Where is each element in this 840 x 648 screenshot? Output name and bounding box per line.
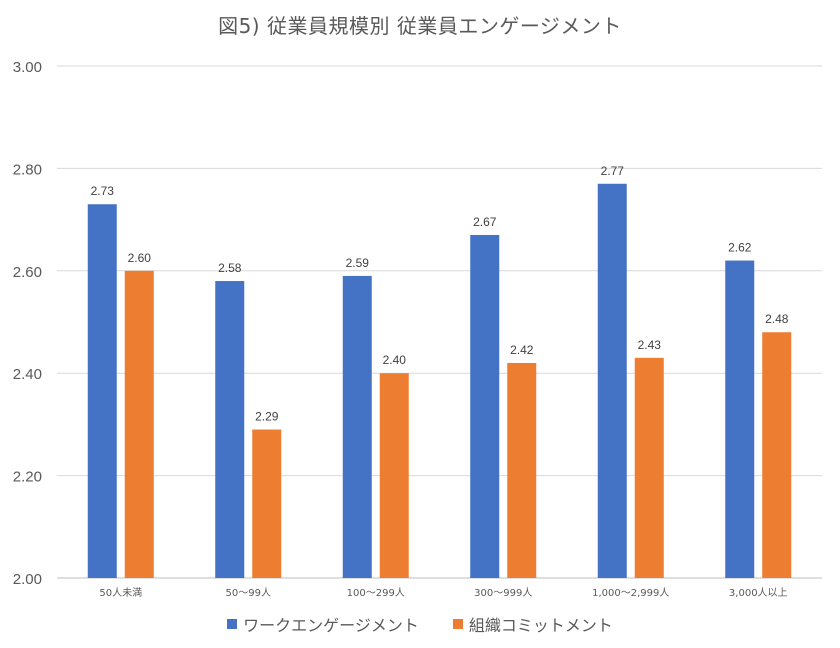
legend-label-org-commitment: 組織コミットメント [468, 616, 613, 635]
x-tick-label: 3,000人以上 [729, 587, 788, 599]
legend-item-work-engagement: ワークエンゲージメント [227, 612, 419, 636]
x-tick-label: 1,000〜2,999人 [592, 587, 669, 599]
bar-org-commitment [507, 362, 537, 578]
data-label: 2.62 [728, 241, 752, 255]
bar-work-engagement [470, 234, 500, 578]
data-label: 2.48 [765, 312, 789, 326]
legend-swatch-work-engagement [227, 619, 238, 629]
legend-swatch-org-commitment [452, 619, 463, 629]
data-label: 2.42 [510, 343, 534, 357]
legend-item-org-commitment: 組織コミットメント [452, 612, 613, 636]
bar-work-engagement [87, 204, 117, 579]
data-label: 2.40 [383, 353, 407, 367]
y-tick-label: 2.20 [13, 469, 42, 486]
x-tick-label: 50〜99人 [226, 587, 271, 599]
x-tick-label: 300〜999人 [474, 587, 532, 599]
data-label: 2.73 [91, 184, 115, 198]
x-tick-label: 50人未満 [99, 587, 142, 599]
data-label: 2.29 [255, 410, 279, 424]
data-label: 2.43 [638, 338, 662, 352]
bar-org-commitment [634, 357, 664, 578]
y-tick-label: 2.60 [13, 264, 42, 281]
bar-work-engagement [597, 183, 627, 578]
bar-org-commitment [379, 373, 409, 578]
y-tick-label: 2.40 [13, 366, 42, 383]
bar-org-commitment [252, 429, 282, 578]
bar-org-commitment [124, 270, 154, 578]
chart-title: 図5) 従業員規模別 従業員エンゲージメント [218, 14, 622, 38]
data-label: 2.60 [128, 251, 152, 265]
data-label: 2.67 [473, 215, 497, 229]
legend-label-work-engagement: ワークエンゲージメント [243, 616, 419, 635]
y-tick-label: 3.00 [13, 59, 42, 76]
data-label: 2.58 [218, 261, 242, 275]
bar-work-engagement [215, 281, 245, 578]
data-label: 2.59 [346, 256, 370, 270]
y-tick-label: 2.80 [13, 161, 42, 178]
bar-work-engagement [725, 260, 755, 578]
bar-org-commitment [762, 332, 792, 578]
data-label: 2.77 [601, 164, 625, 178]
y-tick-label: 2.00 [13, 571, 42, 588]
x-tick-label: 100〜299人 [347, 587, 405, 599]
bar-work-engagement [342, 275, 372, 578]
chart-legend: ワークエンゲージメント 組織コミットメント [0, 612, 840, 636]
